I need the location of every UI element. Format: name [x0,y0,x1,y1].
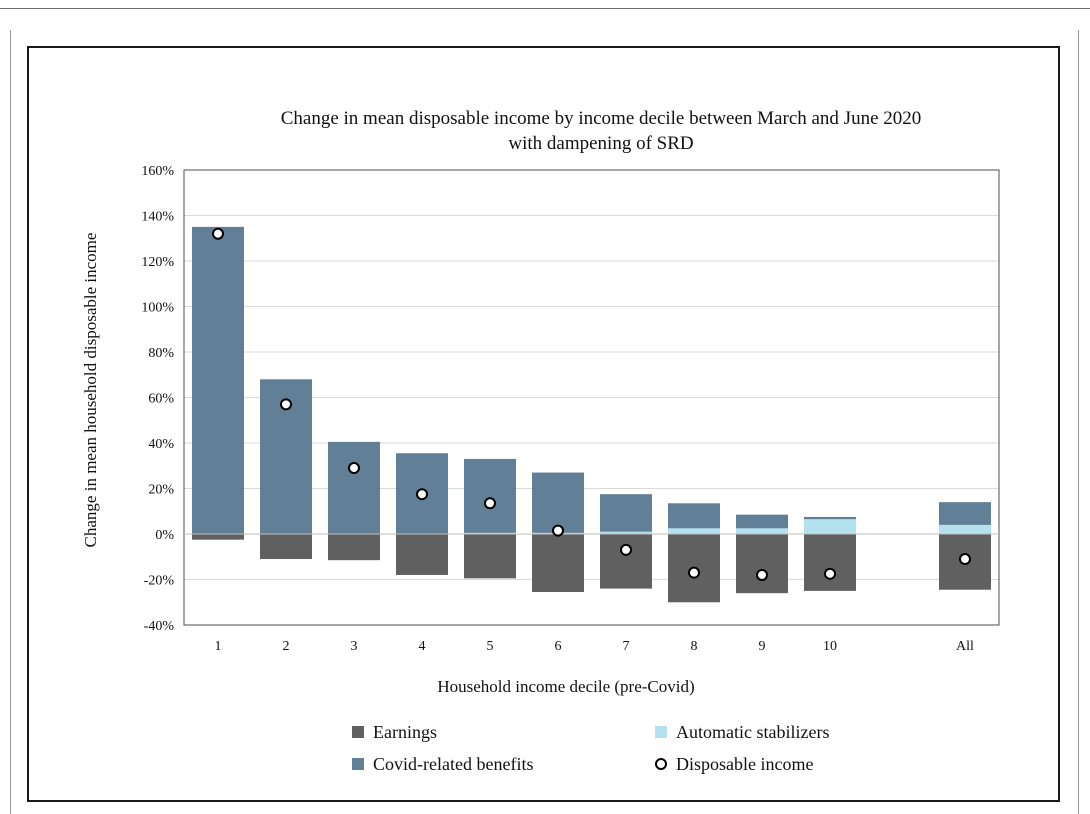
legend-label: Automatic stabilizers [676,722,829,742]
marker-disposable-income [620,543,632,556]
legend-label: Covid-related benefits [373,754,533,774]
bar-covid-benefits [600,494,652,532]
x-tick-label: 1 [215,639,222,654]
chart-subtitle: with dampening of SRD [508,133,693,154]
bar-covid-benefits [668,503,720,529]
legend-swatch [352,758,364,770]
legend-label: Disposable income [676,754,813,774]
bar-earnings [464,534,516,579]
marker-disposable-income [959,553,971,566]
marker-disposable-income [688,566,700,579]
page-right-rule [1078,30,1079,814]
bars-group [184,226,999,603]
gridlines [183,169,1000,626]
y-tick-label: -40% [144,619,175,634]
marker-disposable-income [280,398,292,411]
x-axis-title: Household income decile (pre-Covid) [437,677,694,696]
plot-area-border [183,169,1000,626]
bar-covid-benefits [804,516,856,520]
bar-covid-benefits [464,458,516,533]
bar-automatic-stabilizers [736,528,788,534]
bar-earnings [328,534,380,561]
x-tick-label: 3 [351,639,358,654]
marker-disposable-income [348,462,360,475]
bar-covid-benefits [192,226,244,534]
legend-swatch [655,726,667,738]
y-axis-ticks: -40% -20% 0% 20% 40% 60% 80% 100% 120% 140% 160% [141,164,174,634]
chart-title: Change in mean disposable income by inco… [281,108,922,129]
bar-earnings [736,534,788,594]
legend: Earnings Automatic stabilizers Covid-relat… [352,722,829,774]
marker-disposable-income [756,568,768,581]
legend-swatch [352,726,364,738]
y-tick-label: 20% [148,483,174,498]
bar-automatic-stabilizers [464,532,516,534]
x-tick-label: 4 [419,639,426,654]
x-tick-label: 8 [691,639,698,654]
x-tick-label: 7 [623,639,630,654]
bar-earnings [804,534,856,591]
y-tick-label: 80% [148,346,174,361]
bar-automatic-stabilizers [600,531,652,534]
x-tick-label: 2 [283,639,290,654]
marker-disposable-income [212,227,224,240]
marker-disposable-income [484,497,496,510]
bar-covid-benefits [328,441,380,534]
bar-automatic-stabilizers [804,519,856,534]
x-tick-label: All [956,639,974,654]
y-axis-title: Change in mean household disposable inco… [81,233,100,548]
bar-covid-benefits [939,502,991,525]
x-tick-label: 10 [823,639,837,654]
bar-earnings [192,534,244,540]
legend-swatch [655,758,667,770]
bar-automatic-stabilizers [939,524,991,534]
y-tick-label: 160% [141,164,174,179]
page-left-rule [10,30,11,814]
page-top-rule [0,8,1090,9]
y-tick-label: 60% [148,392,174,407]
x-axis-ticks: 1 2 3 4 5 6 7 8 9 10 All [215,639,975,654]
bar-earnings [532,534,584,593]
marker-disposable-income [824,567,836,580]
y-tick-label: 100% [141,301,174,316]
y-tick-label: -20% [144,574,175,589]
bar-earnings [260,534,312,560]
legend-label: Earnings [373,722,437,742]
marker-disposable-income [416,488,428,501]
y-tick-label: 0% [155,528,174,543]
y-tick-label: 120% [141,255,174,270]
bar-earnings [396,534,448,575]
bar-covid-benefits [736,514,788,529]
x-tick-label: 6 [555,639,562,654]
x-tick-label: 9 [759,639,766,654]
bar-covid-benefits [532,472,584,533]
bar-earnings [600,534,652,589]
markers-group [212,227,971,581]
y-tick-label: 140% [141,210,174,225]
bar-automatic-stabilizers [668,528,720,534]
y-tick-label: 40% [148,437,174,452]
marker-disposable-income [552,524,564,537]
x-tick-label: 5 [487,639,494,654]
